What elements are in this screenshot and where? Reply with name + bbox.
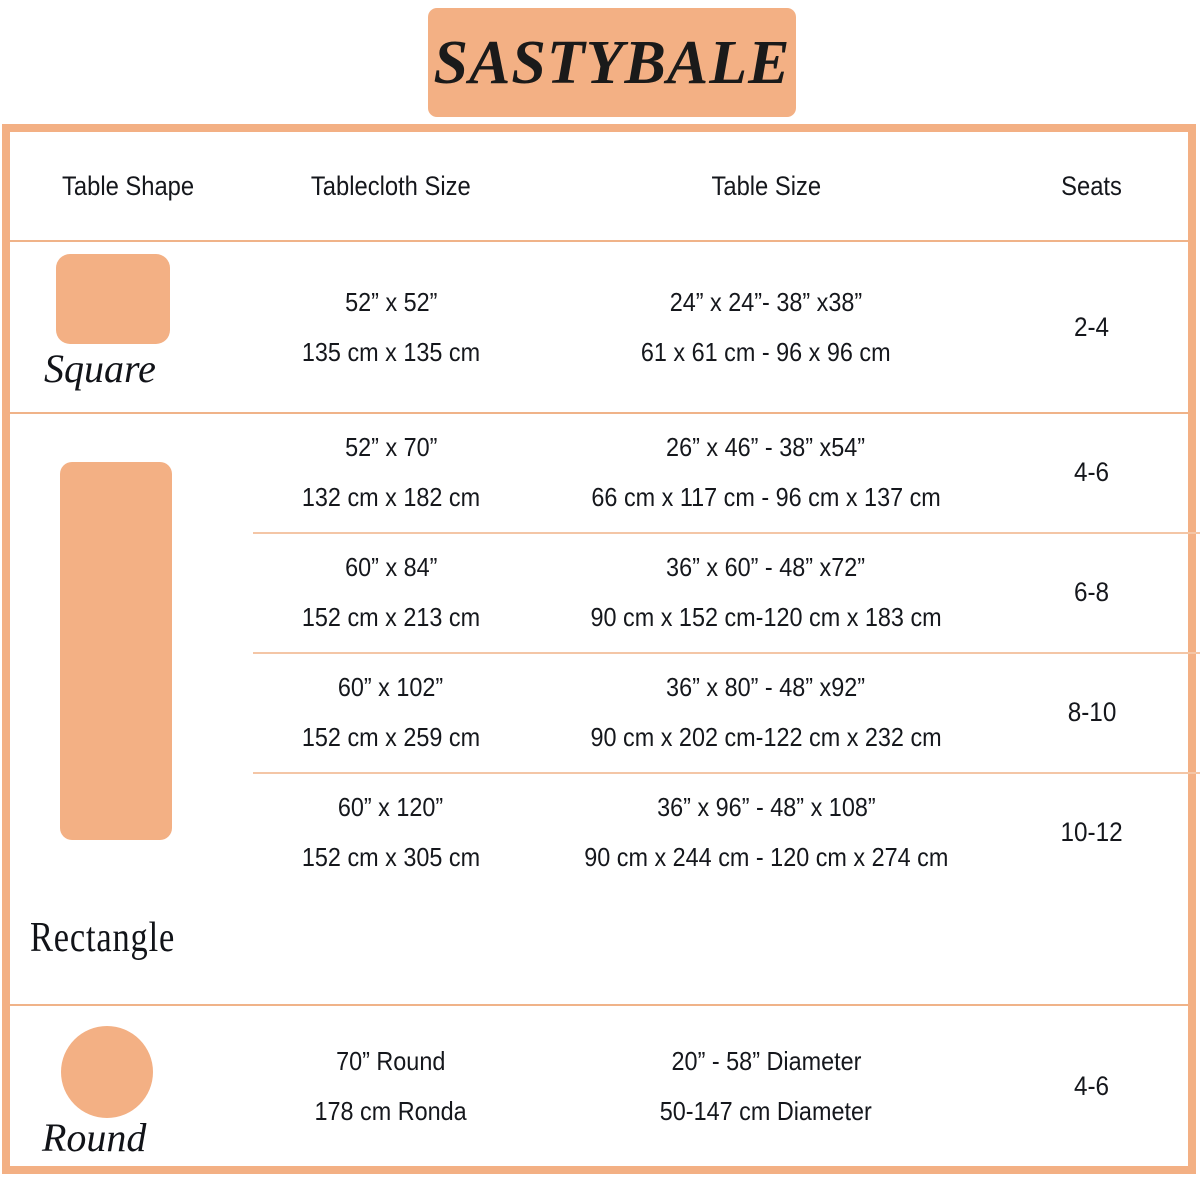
tablecloth-cm: 152 cm x 259 cm: [301, 722, 481, 752]
tablecloth-cm: 178 cm Ronda: [314, 1096, 468, 1126]
row-separator-minor: [253, 532, 1200, 534]
seats-value: 10-12: [1060, 816, 1124, 847]
row-separator-minor: [253, 772, 1200, 774]
shape-cell-rectangle: Rectangle: [10, 414, 246, 1002]
table-size-cm: 61 x 61 cm - 96 x 96 cm: [641, 337, 891, 367]
table-size-inches: 36” x 60” - 48” x72”: [666, 552, 866, 582]
cell-seats: 4-6: [996, 1006, 1188, 1166]
table-size-cm: 90 cm x 202 cm-122 cm x 232 cm: [590, 722, 942, 752]
cell-tablecloth-size: 60” x 120” 152 cm x 305 cm: [246, 774, 536, 890]
tablecloth-inches: 52” x 52”: [344, 287, 438, 317]
table-row: 52” x 52” 135 cm x 135 cm 24” x 24”- 38”…: [10, 242, 1188, 412]
cell-tablecloth-size: 60” x 84” 152 cm x 213 cm: [246, 534, 536, 650]
cell-table-size: 36” x 60” - 48” x72” 90 cm x 152 cm-120 …: [536, 534, 996, 650]
table-size-cm: 90 cm x 152 cm-120 cm x 183 cm: [590, 602, 942, 632]
circle-swatch-icon: [61, 1026, 153, 1118]
rectangle-swatch-icon: [60, 462, 172, 840]
row-separator-major: [10, 1004, 1188, 1006]
cell-seats: 2-4: [996, 242, 1188, 412]
shape-label-rectangle: Rectangle: [30, 915, 176, 961]
square-swatch-icon: [56, 254, 170, 344]
seats-value: 4-6: [1074, 1070, 1110, 1101]
column-header-tablecloth-size: Tablecloth Size: [246, 132, 536, 240]
cell-seats: 4-6: [996, 414, 1188, 530]
table-row: 52” x 70” 132 cm x 182 cm 26” x 46” - 38…: [10, 414, 1188, 530]
table-row: 70” Round 178 cm Ronda 20” - 58” Diamete…: [10, 1006, 1188, 1166]
table-size-inches: 26” x 46” - 38” x54”: [666, 432, 866, 462]
column-header-seats-label: Seats: [1061, 170, 1123, 201]
shape-cell-round: Round: [10, 1006, 246, 1166]
tablecloth-cm: 152 cm x 213 cm: [301, 602, 481, 632]
cell-tablecloth-size: 52” x 70” 132 cm x 182 cm: [246, 414, 536, 530]
column-header-tablecloth-size-label: Tablecloth Size: [311, 170, 471, 201]
tablecloth-cm: 135 cm x 135 cm: [301, 337, 481, 367]
seats-value: 6-8: [1074, 576, 1110, 607]
table-row: 60” x 102” 152 cm x 259 cm 36” x 80” - 4…: [10, 654, 1188, 770]
cell-tablecloth-size: 52” x 52” 135 cm x 135 cm: [246, 242, 536, 412]
table-size-inches: 20” - 58” Diameter: [671, 1046, 861, 1076]
cell-seats: 8-10: [996, 654, 1188, 770]
table-row: 60” x 120” 152 cm x 305 cm 36” x 96” - 4…: [10, 774, 1188, 890]
table-size-inches: 24” x 24”- 38” x38”: [669, 287, 863, 317]
column-header-seats: Seats: [996, 132, 1188, 240]
column-header-table-size: Table Size: [536, 132, 996, 240]
seats-value: 2-4: [1074, 311, 1110, 342]
shape-label-square: Square: [44, 346, 156, 391]
table-size-inches: 36” x 80” - 48” x92”: [666, 672, 866, 702]
column-header-table-shape: Table Shape: [10, 132, 246, 240]
shape-cell-square: Square: [10, 242, 246, 412]
tablecloth-inches: 70” Round: [336, 1046, 446, 1076]
table-size-cm: 90 cm x 244 cm - 120 cm x 274 cm: [583, 842, 949, 872]
seats-value: 4-6: [1074, 456, 1110, 487]
header-separator: [10, 240, 1188, 242]
cell-table-size: 24” x 24”- 38” x38” 61 x 61 cm - 96 x 96…: [536, 242, 996, 412]
tablecloth-inches: 60” x 102”: [338, 672, 444, 702]
table-size-cm: 50-147 cm Diameter: [659, 1096, 872, 1126]
cell-table-size: 36” x 80” - 48” x92” 90 cm x 202 cm-122 …: [536, 654, 996, 770]
cell-seats: 6-8: [996, 534, 1188, 650]
cell-table-size: 26” x 46” - 38” x54” 66 cm x 117 cm - 96…: [536, 414, 996, 530]
shape-label-round: Round: [42, 1115, 147, 1160]
tablecloth-inches: 52” x 70”: [344, 432, 438, 462]
table-size-inches: 36” x 96” - 48” x 108”: [656, 792, 876, 822]
tablecloth-inches: 60” x 84”: [344, 552, 438, 582]
cell-tablecloth-size: 60” x 102” 152 cm x 259 cm: [246, 654, 536, 770]
row-separator-minor: [253, 652, 1200, 654]
tablecloth-cm: 152 cm x 305 cm: [301, 842, 481, 872]
cell-tablecloth-size: 70” Round 178 cm Ronda: [246, 1006, 536, 1166]
table-header-row: Table Shape Tablecloth Size Table Size S…: [10, 132, 1188, 240]
table-size-cm: 66 cm x 117 cm - 96 cm x 137 cm: [591, 482, 941, 512]
row-separator-major: [10, 412, 1188, 414]
seats-value: 8-10: [1067, 696, 1117, 727]
column-header-table-shape-label: Table Shape: [61, 170, 195, 201]
brand-name: SASTYBALE: [433, 28, 791, 97]
table-row: 60” x 84” 152 cm x 213 cm 36” x 60” - 48…: [10, 534, 1188, 650]
cell-table-size: 36” x 96” - 48” x 108” 90 cm x 244 cm - …: [536, 774, 996, 890]
size-chart-table: Table Shape Tablecloth Size Table Size S…: [2, 124, 1200, 1174]
cell-seats: 10-12: [996, 774, 1188, 890]
column-header-table-size-label: Table Size: [711, 170, 821, 201]
cell-table-size: 20” - 58” Diameter 50-147 cm Diameter: [536, 1006, 996, 1166]
tablecloth-inches: 60” x 120”: [338, 792, 444, 822]
brand-banner: SASTYBALE: [428, 8, 796, 117]
tablecloth-cm: 132 cm x 182 cm: [301, 482, 481, 512]
